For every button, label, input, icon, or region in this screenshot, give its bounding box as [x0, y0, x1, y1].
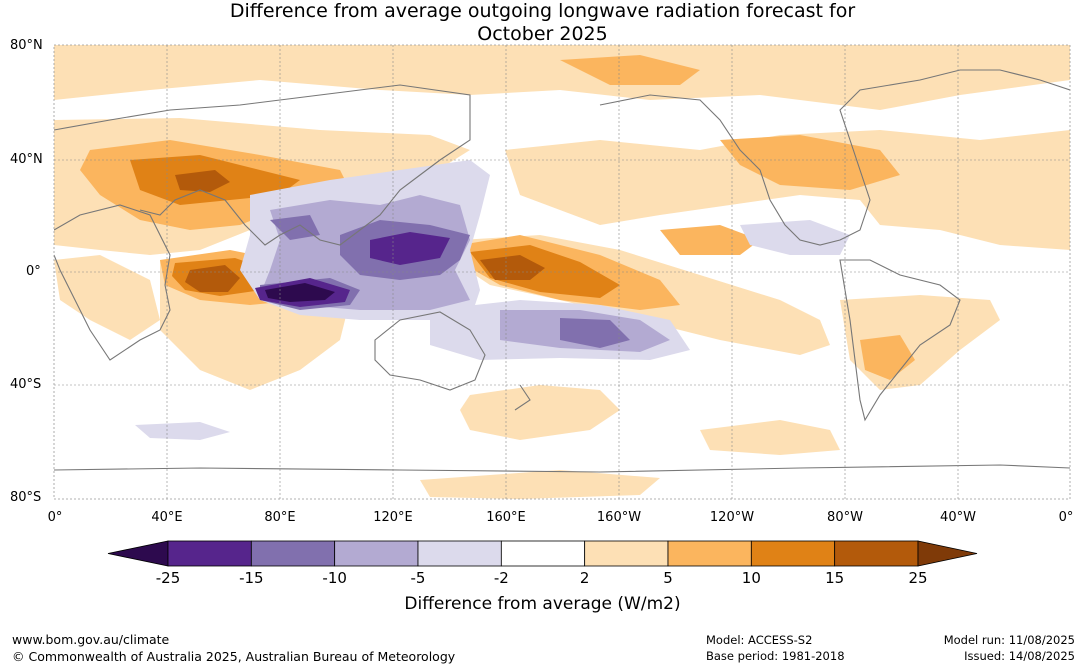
colorbar-extend-high: [917, 540, 978, 567]
footer-issued: Issued: 14/08/2025: [964, 649, 1075, 663]
lon-label-160w: 160°W: [596, 510, 642, 525]
lat-label-0: 0°: [26, 264, 41, 279]
map-frame: [53, 44, 1071, 500]
footer-copyright: © Commonwealth of Australia 2025, Austra…: [12, 649, 456, 664]
title-line-1: Difference from average outgoing longwav…: [229, 0, 856, 22]
colorbar-label: Difference from average (W/m2): [404, 594, 681, 614]
colorbar-segment: [500, 540, 586, 567]
colorbar-tick-label: 25: [908, 569, 928, 587]
lon-label-160e: 160°E: [486, 510, 526, 525]
colorbar-segment: [584, 540, 669, 567]
colorbar-segment: [834, 540, 919, 567]
colorbar-tick-label: -2: [493, 569, 509, 587]
colorbar-segment: [750, 540, 836, 567]
colorbar-segment: [667, 540, 752, 567]
colorbar-tick-label: -15: [239, 569, 264, 587]
lon-label-40w: 40°W: [940, 510, 976, 525]
coastlines: [54, 69, 1070, 473]
footer-base-period: Base period: 1981-2018: [706, 649, 845, 663]
colorbar-tick-label: 10: [741, 569, 761, 587]
footer-website: www.bom.gov.au/climate: [12, 632, 170, 647]
lat-label-80n: 80°N: [10, 38, 43, 53]
lon-label-80w: 80°W: [827, 510, 863, 525]
colorbar-segment: [334, 540, 419, 567]
lat-label-40n: 40°N: [10, 152, 43, 167]
colorbar-tick-label: 5: [663, 569, 673, 587]
colorbar-segments: [107, 540, 978, 567]
colorbar-tick-label: 15: [825, 569, 845, 587]
colorbar-segment: [167, 540, 252, 567]
footer-model-run: Model run: 11/08/2025: [943, 633, 1075, 647]
footer-model-info: Model: ACCESS-S2 Base period: 1981-2018: [706, 632, 845, 664]
colorbar-segment: [250, 540, 336, 567]
lon-label-40e: 40°E: [151, 510, 183, 525]
footer-run-info: Model run: 11/08/2025 Issued: 14/08/2025: [944, 632, 1075, 664]
lon-label-0-right: 0°: [1058, 510, 1074, 525]
colorbar-tick-label: -25: [155, 569, 181, 587]
footer-left: www.bom.gov.au/climate © Commonwealth of…: [12, 631, 455, 665]
colorbar-extend-low: [107, 540, 169, 567]
lon-label-120w: 120°W: [709, 510, 755, 525]
lon-label-0-left: 0°: [47, 510, 63, 525]
colorbar-segment: [417, 540, 502, 567]
lat-label-80s: 80°S: [10, 490, 42, 505]
lon-label-80e: 80°E: [264, 510, 296, 525]
footer-model: Model: ACCESS-S2: [706, 633, 813, 647]
colorbar-tick-label: 2: [579, 569, 590, 587]
gridlines: [54, 45, 1070, 499]
lon-label-120e: 120°E: [373, 510, 413, 525]
lat-label-40s: 40°S: [10, 377, 42, 392]
colorbar-tick-label: -10: [322, 569, 347, 587]
colorbar-tick-label: -5: [410, 569, 426, 587]
title-line-2: October 2025: [477, 23, 608, 45]
anomaly-darkest-purple: [265, 283, 335, 302]
chart-title: Difference from average outgoing longwav…: [0, 0, 1085, 46]
